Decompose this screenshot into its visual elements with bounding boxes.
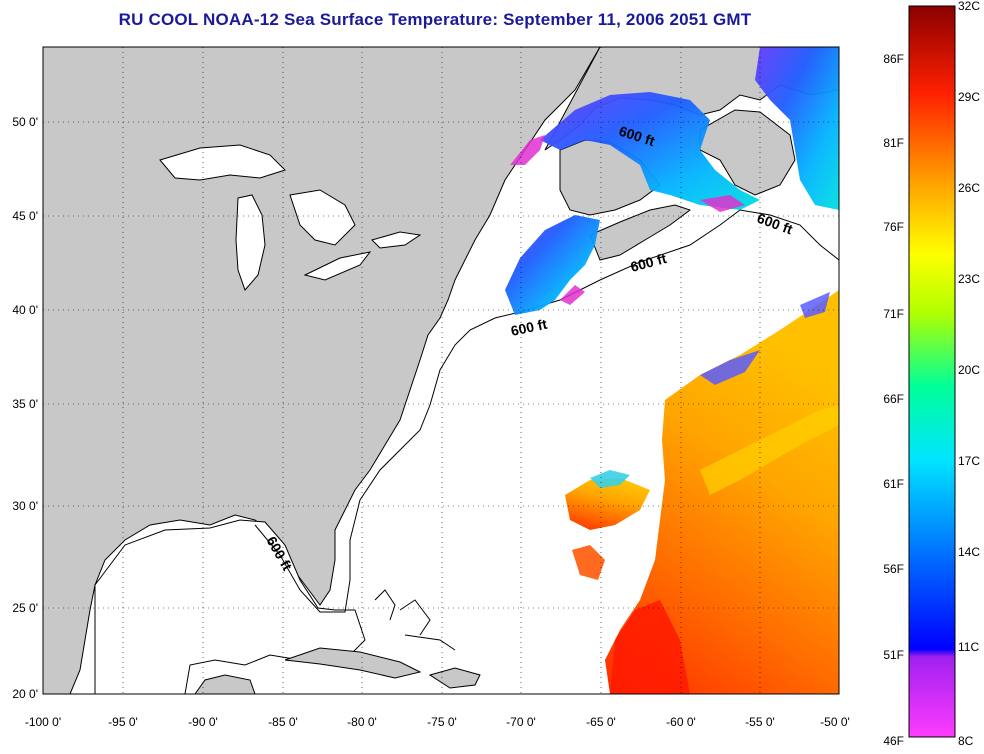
sst-cyan-front	[590, 470, 630, 488]
sst-blue-front	[700, 292, 830, 385]
colorbar-f-label: 61F	[883, 477, 904, 491]
sst-red-south	[610, 600, 690, 694]
land-hispaniola	[428, 667, 481, 689]
bahamas-outline	[374, 589, 456, 651]
colorbar-fahrenheit-labels: 86F 81F 76F 71F 66F 61F 56F 51F 46F	[883, 52, 904, 748]
x-tick-label: -55 0'	[745, 715, 775, 729]
colorbar-f-label: 56F	[883, 562, 904, 576]
map-frame	[42, 46, 840, 695]
lake-superior	[159, 144, 286, 181]
colorbar-c-label: 23C	[958, 272, 980, 286]
colorbar-c-label: 20C	[958, 363, 980, 377]
sst-cold-st-lawrence	[540, 92, 760, 210]
sst-yellow-streak	[700, 405, 839, 495]
sst-warm-sargasso	[605, 290, 839, 694]
gulf-of-mexico	[94, 519, 366, 694]
y-tick-label: 45 0'	[12, 209, 38, 223]
colorbar-f-label: 51F	[883, 648, 904, 662]
sst-warm-patch-south	[572, 545, 605, 580]
land-nova-scotia	[589, 204, 692, 261]
colorbar-f-label: 66F	[883, 392, 904, 406]
colorbar-f-label: 76F	[883, 220, 904, 234]
x-tick-label: -95 0'	[108, 715, 138, 729]
x-tick-label: -50 0'	[820, 715, 850, 729]
y-tick-label: 30 0'	[12, 499, 38, 513]
colorbar-c-label: 32C	[958, 0, 980, 13]
x-tick-label: -70 0'	[506, 715, 536, 729]
y-tick-label: 20 0'	[12, 687, 38, 701]
colorbar-c-label: 29C	[958, 90, 980, 104]
y-tick-label: 50 0'	[12, 115, 38, 129]
colorbar-c-label: 14C	[958, 545, 980, 559]
contour-600ft	[254, 209, 839, 613]
colorbar-c-label: 26C	[958, 181, 980, 195]
colorbar-c-label: 11C	[958, 640, 979, 654]
land-north-america	[43, 47, 601, 694]
x-tick-label: -85 0'	[268, 715, 298, 729]
x-tick-label: -100 0'	[25, 715, 61, 729]
x-tick-label: -80 0'	[347, 715, 377, 729]
colorbar-f-label: 71F	[883, 307, 904, 321]
colorbar	[908, 5, 956, 738]
lake-michigan	[235, 194, 266, 291]
y-tick-label: 25 0'	[12, 601, 38, 615]
x-tick-label: -60 0'	[666, 715, 696, 729]
x-tick-label: -75 0'	[427, 715, 457, 729]
lake-ontario	[371, 231, 422, 249]
lake-huron	[289, 189, 356, 246]
x-axis: -100 0' -95 0' -90 0' -85 0' -80 0' -75 …	[25, 715, 850, 729]
sst-warm-patch	[565, 478, 650, 530]
sst-magenta-fringe	[510, 135, 745, 305]
x-tick-label: -65 0'	[586, 715, 616, 729]
land-newfoundland	[699, 109, 796, 196]
colorbar-f-label: 81F	[883, 136, 904, 150]
map-title: RU COOL NOAA-12 Sea Surface Temperature:…	[118, 10, 752, 29]
sst-cold-gulf-of-maine	[505, 215, 600, 315]
lake-erie	[303, 251, 372, 281]
sst-cold-labrador	[755, 47, 839, 210]
contour-label: 600 ft	[509, 316, 548, 339]
colorbar-c-label: 8C	[958, 734, 974, 748]
land-cuba	[284, 647, 422, 679]
colorbar-c-label: 17C	[958, 454, 980, 468]
y-tick-label: 35 0'	[12, 397, 38, 411]
x-tick-label: -90 0'	[188, 715, 218, 729]
colorbar-f-label: 86F	[883, 52, 904, 66]
land-yucatan	[194, 674, 256, 694]
colorbar-f-label: 46F	[883, 734, 904, 748]
y-axis: 50 0' 45 0' 40 0' 35 0' 30 0' 25 0' 20 0…	[12, 115, 38, 701]
colorbar-celsius-labels: 32C 29C 26C 23C 20C 17C 14C 11C 8C	[958, 0, 980, 748]
y-tick-label: 40 0'	[12, 303, 38, 317]
